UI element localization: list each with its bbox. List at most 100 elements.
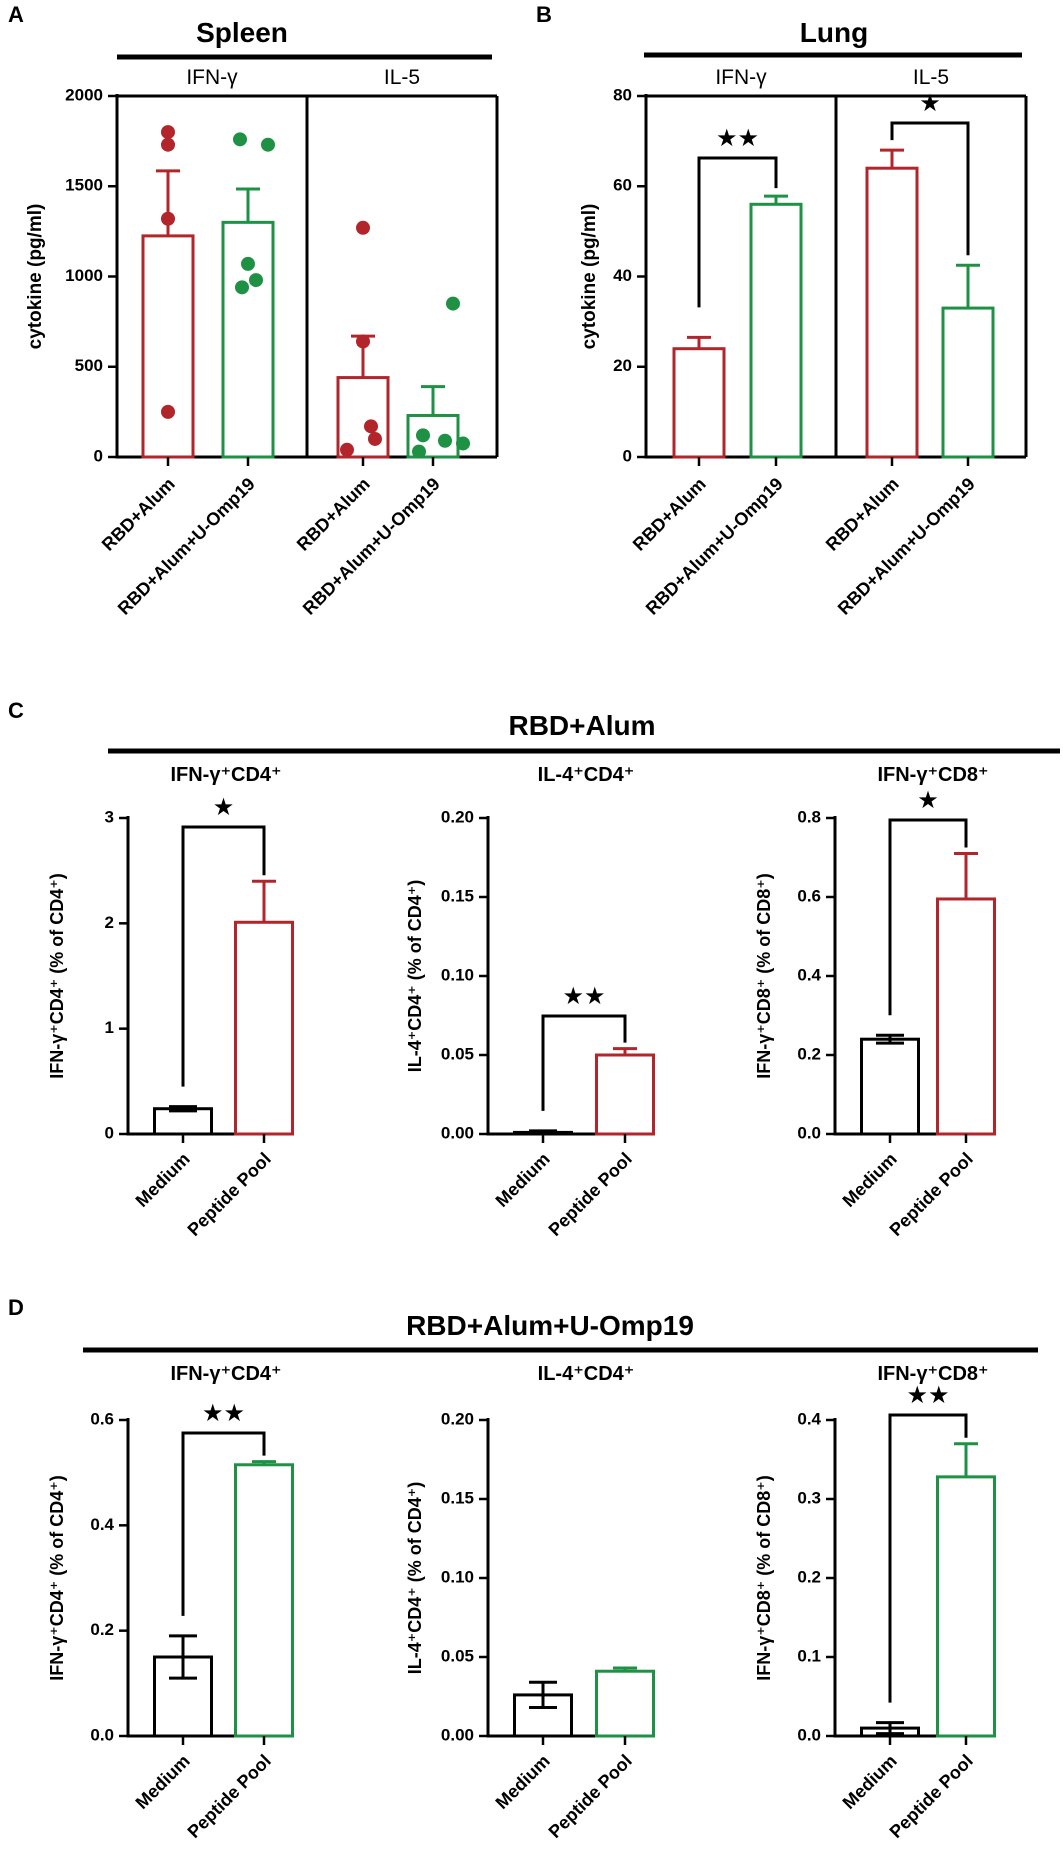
bar bbox=[749, 202, 803, 459]
y-tick-label: 0.15 bbox=[441, 1488, 474, 1507]
y-tick-label: 0.2 bbox=[797, 1567, 821, 1586]
bar bbox=[234, 1463, 294, 1738]
panel-label: D bbox=[8, 1295, 24, 1320]
group-label: IFN-γ bbox=[715, 66, 767, 89]
significance-stars: ★★ bbox=[202, 1400, 245, 1427]
significance-bracket bbox=[181, 825, 266, 1087]
data-point bbox=[161, 137, 175, 152]
bar bbox=[672, 347, 726, 459]
y-tick-label: 0.20 bbox=[441, 1409, 474, 1428]
y-axis-title: cytokine (pg/ml) bbox=[25, 204, 46, 350]
y-tick-label: 0.2 bbox=[797, 1044, 821, 1063]
y-axis-title: IFN-γ⁺CD4⁺ (% of CD4⁺) bbox=[47, 1475, 67, 1681]
data-point bbox=[356, 220, 370, 235]
x-tick-label: RBD+Alum+U-Omp19 bbox=[834, 474, 979, 619]
panel-title: Spleen bbox=[196, 17, 288, 48]
y-tick-label: 2 bbox=[105, 913, 114, 932]
x-tick-label: Peptide Pool bbox=[545, 1751, 636, 1842]
panel-title: Lung bbox=[800, 17, 868, 48]
significance-stars: ★★ bbox=[716, 125, 759, 152]
x-tick-label: RBD+Alum bbox=[98, 474, 179, 555]
y-tick-label: 0.20 bbox=[441, 807, 474, 826]
y-axis-title: IFN-γ⁺CD8⁺ (% of CD8⁺) bbox=[754, 873, 774, 1079]
y-tick-label: 0.6 bbox=[90, 1409, 114, 1428]
panel-label: A bbox=[8, 2, 24, 27]
y-tick-label: 0.0 bbox=[797, 1725, 821, 1744]
y-axis-title: IFN-γ⁺CD8⁺ (% of CD8⁺) bbox=[754, 1475, 774, 1681]
x-tick-label: RBD+Alum bbox=[629, 474, 710, 555]
y-tick-label: 0.05 bbox=[441, 1044, 474, 1063]
significance-bracket bbox=[697, 156, 778, 308]
bar bbox=[860, 1037, 920, 1136]
y-tick-label: 500 bbox=[75, 356, 103, 375]
significance-bracket bbox=[181, 1431, 266, 1616]
data-point bbox=[356, 334, 370, 349]
y-tick-label: 0.4 bbox=[797, 1409, 821, 1428]
data-point bbox=[364, 419, 378, 434]
panel-subtitle: IFN-γ⁺CD4⁺ bbox=[170, 764, 281, 786]
data-point bbox=[241, 256, 255, 271]
y-tick-label: 1000 bbox=[65, 266, 103, 285]
panel-label: C bbox=[8, 698, 24, 723]
bar bbox=[234, 920, 294, 1136]
bar bbox=[595, 1669, 655, 1738]
y-tick-label: 0.1 bbox=[797, 1646, 821, 1665]
x-tick-label: Peptide Pool bbox=[184, 1751, 275, 1842]
significance-stars: ★ bbox=[213, 794, 235, 821]
x-tick-label: Medium bbox=[132, 1751, 194, 1813]
y-tick-label: 60 bbox=[613, 176, 632, 195]
data-point bbox=[368, 431, 382, 446]
y-axis-title: IL-4⁺CD4⁺ (% of CD4⁺) bbox=[405, 1482, 425, 1675]
data-point bbox=[161, 404, 175, 419]
x-tick-label: RBD+Alum+U-Omp19 bbox=[642, 474, 787, 619]
bar bbox=[936, 1475, 996, 1738]
bar bbox=[936, 897, 996, 1136]
panel-subtitle: IFN-γ⁺CD4⁺ bbox=[170, 1363, 281, 1385]
significance-stars: ★★ bbox=[906, 1382, 949, 1409]
data-point bbox=[249, 273, 263, 288]
significance-stars: ★ bbox=[917, 787, 939, 814]
group-label: IFN-γ bbox=[186, 66, 238, 89]
panel-subtitle: IL-4⁺CD4⁺ bbox=[538, 1363, 635, 1385]
data-point bbox=[438, 433, 452, 448]
y-axis-title: cytokine (pg/ml) bbox=[579, 204, 600, 350]
y-tick-label: 0.0 bbox=[797, 1123, 821, 1142]
significance-bracket bbox=[888, 1413, 968, 1703]
y-tick-label: 0.2 bbox=[90, 1620, 114, 1639]
data-point bbox=[446, 296, 460, 311]
data-point bbox=[235, 280, 249, 295]
y-tick-label: 80 bbox=[613, 85, 632, 104]
x-tick-label: Medium bbox=[492, 1751, 554, 1813]
x-tick-label: Medium bbox=[492, 1149, 554, 1211]
data-point bbox=[161, 125, 175, 140]
y-tick-label: 0 bbox=[105, 1123, 114, 1142]
y-tick-label: 0.15 bbox=[441, 886, 474, 905]
x-tick-label: RBD+Alum bbox=[822, 474, 903, 555]
x-tick-label: RBD+Alum+U-Omp19 bbox=[114, 474, 259, 619]
y-tick-label: 0.10 bbox=[441, 965, 474, 984]
y-axis-title: IFN-γ⁺CD4⁺ (% of CD4⁺) bbox=[47, 873, 67, 1079]
significance-bracket bbox=[890, 121, 970, 256]
y-tick-label: 0.10 bbox=[441, 1567, 474, 1586]
group-label: IL-5 bbox=[913, 66, 949, 89]
bar bbox=[941, 306, 995, 459]
y-tick-label: 1 bbox=[105, 1018, 114, 1037]
data-point bbox=[340, 442, 354, 457]
y-tick-label: 0.4 bbox=[797, 965, 821, 984]
panel-title: RBD+Alum+U-Omp19 bbox=[406, 1310, 694, 1341]
y-tick-label: 3 bbox=[105, 807, 114, 826]
x-tick-label: Peptide Pool bbox=[545, 1149, 636, 1240]
y-tick-label: 0.8 bbox=[797, 807, 821, 826]
panel-subtitle: IFN-γ⁺CD8⁺ bbox=[877, 1363, 988, 1385]
bar bbox=[153, 1107, 213, 1136]
x-tick-label: Medium bbox=[839, 1149, 901, 1211]
data-point bbox=[456, 436, 470, 451]
y-tick-label: 40 bbox=[613, 266, 632, 285]
y-tick-label: 0.05 bbox=[441, 1646, 474, 1665]
data-point bbox=[412, 444, 426, 459]
panel-subtitle: IFN-γ⁺CD8⁺ bbox=[877, 764, 988, 786]
y-tick-label: 0.3 bbox=[797, 1488, 821, 1507]
bar bbox=[141, 234, 195, 459]
significance-bracket bbox=[888, 818, 968, 1016]
